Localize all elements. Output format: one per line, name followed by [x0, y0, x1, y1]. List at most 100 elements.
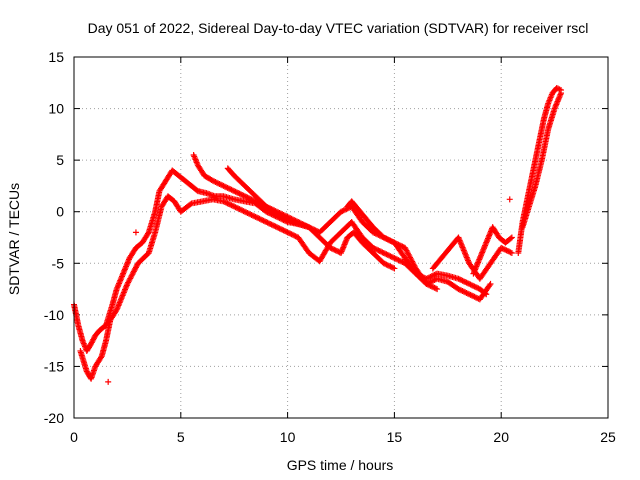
y-axis-label: SDTVAR / TECUs: [6, 183, 22, 295]
data-point: [428, 283, 435, 290]
data-point: [424, 281, 431, 288]
data-point: [232, 188, 239, 195]
data-point: [382, 235, 389, 242]
data-point: [502, 246, 509, 253]
data-point: [252, 198, 259, 205]
data-point: [376, 248, 383, 255]
data-point: [462, 289, 469, 296]
data-point: [245, 210, 252, 217]
data-point: [499, 245, 506, 252]
data-point: [236, 190, 243, 197]
data-point: [272, 223, 279, 230]
data-point: [224, 200, 231, 207]
data-point: [279, 226, 286, 233]
x-tick-label: 15: [387, 429, 403, 445]
data-point: [396, 257, 403, 264]
data-point: [426, 282, 433, 289]
data-point: [391, 255, 398, 262]
data-point: [387, 237, 394, 244]
data-point: [486, 282, 493, 289]
data-point: [386, 262, 393, 269]
y-tick-label: -10: [44, 307, 64, 323]
data-point: [220, 182, 227, 189]
data-point: [239, 207, 246, 214]
data-point: [390, 264, 397, 271]
data-point: [243, 193, 250, 200]
data-point: [394, 256, 401, 263]
data-point: [342, 206, 349, 213]
data-point: [391, 239, 398, 246]
data-point: [498, 244, 505, 251]
data-point: [247, 195, 254, 202]
y-tick-label: 0: [56, 204, 64, 220]
data-point: [237, 191, 244, 198]
grid-lines: [74, 57, 608, 418]
data-point: [235, 190, 242, 197]
data-point: [228, 186, 235, 193]
data-point: [280, 227, 287, 234]
data-point: [240, 208, 247, 215]
data-point: [288, 231, 295, 238]
data-point: [459, 277, 466, 284]
data-point: [263, 208, 270, 215]
data-point: [392, 255, 399, 262]
data-point: [427, 273, 434, 280]
data-point: [428, 278, 435, 285]
data-point: [340, 207, 347, 214]
data-point: [384, 236, 391, 243]
data-point: [508, 234, 515, 241]
data-point: [471, 293, 478, 300]
data-point: [472, 294, 479, 301]
data-point: [223, 184, 230, 191]
data-point: [468, 282, 475, 289]
data-point: [399, 243, 406, 250]
data-point: [375, 247, 382, 254]
data-point: [390, 239, 397, 246]
data-point: [212, 179, 219, 186]
data-point: [213, 179, 220, 186]
data-point: [395, 241, 402, 248]
data-point: [386, 252, 393, 259]
data-point: [217, 181, 224, 188]
data-point: [464, 280, 471, 287]
y-tick-label: 10: [48, 101, 64, 117]
data-point: [241, 208, 248, 215]
data-point: [256, 215, 263, 222]
data-point: [284, 229, 291, 236]
data-point: [388, 264, 395, 271]
data-point: [257, 216, 264, 223]
data-point: [398, 258, 405, 265]
data-point: [235, 205, 242, 212]
x-tick-label: 10: [280, 429, 296, 445]
data-point: [305, 224, 312, 231]
data-point: [468, 292, 475, 299]
data-point: [248, 211, 255, 218]
data-point: [504, 248, 511, 255]
data-point: [267, 220, 274, 227]
data-point: [268, 221, 275, 228]
data-point: [281, 228, 288, 235]
data-point: [224, 184, 231, 191]
data-point: [263, 219, 270, 226]
data-point: [459, 288, 466, 295]
data-point: [387, 253, 394, 260]
data-point: [431, 277, 438, 284]
data-point: [249, 212, 256, 219]
data-point: [233, 189, 240, 196]
data-point: [265, 220, 272, 227]
data-point: [460, 278, 467, 285]
data-point: [245, 195, 252, 202]
data-point: [508, 249, 515, 256]
data-point: [276, 225, 283, 232]
data-point: [427, 282, 434, 289]
data-point: [289, 231, 296, 238]
data-point: [247, 211, 254, 218]
data-point: [428, 273, 435, 280]
data-point: [370, 229, 377, 236]
data-point: [399, 258, 406, 265]
data-point: [396, 242, 403, 249]
y-tick-label: -15: [44, 358, 64, 374]
data-point: [255, 215, 262, 222]
data-point: [132, 229, 139, 236]
